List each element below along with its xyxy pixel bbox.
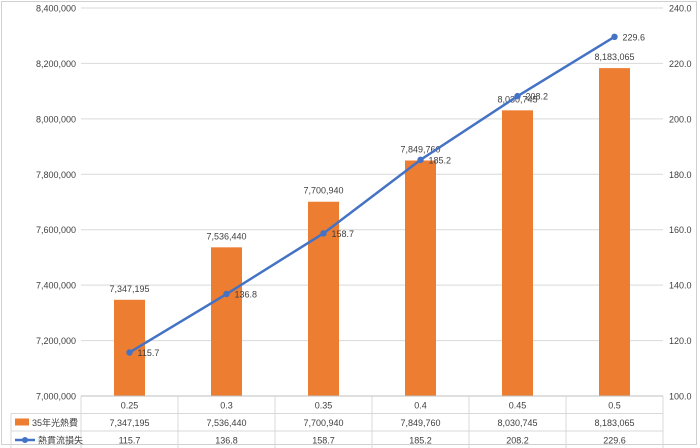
y-left-tick-label: 7,400,000 — [36, 281, 76, 291]
x-tick-label: 0.4 — [414, 401, 427, 411]
bar — [211, 247, 242, 396]
line-point — [126, 349, 133, 356]
line-data-label: 229.6 — [623, 32, 646, 42]
table-cell-line-value: 185.2 — [409, 436, 432, 446]
line-point — [320, 230, 327, 237]
table-cell-line-value: 229.6 — [603, 436, 626, 446]
y-right-tick-label: 220.0 — [669, 59, 692, 69]
table-cell-line-value: 136.8 — [215, 436, 238, 446]
bar — [502, 110, 533, 396]
bar-data-label: 7,849,760 — [400, 144, 440, 154]
bar-data-label: 7,536,440 — [206, 231, 246, 241]
y-left-tick-label: 8,400,000 — [36, 4, 76, 14]
y-left-tick-label: 7,800,000 — [36, 170, 76, 180]
bar-data-label: 8,183,065 — [594, 52, 634, 62]
line-point — [514, 92, 521, 100]
table-cell-line-value: 115.7 — [119, 436, 141, 446]
y-left-tick-label: 8,200,000 — [36, 59, 76, 69]
y-left-tick-label: 7,000,000 — [36, 392, 76, 402]
bar-data-label: 7,700,940 — [303, 186, 343, 196]
y-right-tick-label: 180.0 — [669, 170, 692, 180]
table-cell-line-value: 208.2 — [506, 436, 529, 446]
bar-data-label: 8,030,745 — [497, 94, 537, 104]
y-left-tick-label: 8,000,000 — [36, 114, 76, 124]
legend-key-marker — [22, 437, 28, 443]
table-cell-bar-value: 7,347,195 — [109, 418, 149, 428]
table-cell-bar-value: 8,030,745 — [497, 418, 537, 428]
y-left-tick-label: 7,600,000 — [36, 225, 76, 235]
y-right-tick-label: 240.0 — [669, 4, 692, 14]
table-cell-bar-value: 8,183,065 — [594, 418, 634, 428]
bar — [114, 299, 145, 396]
y-right-tick-label: 200.0 — [669, 114, 692, 124]
x-tick-label: 0.45 — [509, 401, 527, 411]
legend-label-bar: 35年光熱費 — [32, 417, 78, 428]
line-data-label: 185.2 — [429, 155, 452, 165]
table-cell-line-value: 158.7 — [312, 436, 335, 446]
x-tick-label: 0.35 — [315, 401, 333, 411]
legend-label-line: 熱貫流損失 — [38, 435, 83, 446]
y-right-tick-label: 160.0 — [669, 225, 692, 235]
line-series — [128, 35, 616, 354]
legend-key-bar — [15, 418, 29, 426]
y-right-tick-label: 140.0 — [669, 281, 692, 291]
line-data-label: 208.2 — [526, 92, 549, 102]
x-tick-label: 0.5 — [608, 401, 621, 411]
x-tick-label: 0.3 — [220, 401, 233, 411]
line-data-label: 136.8 — [235, 290, 258, 300]
table-cell-bar-value: 7,536,440 — [206, 418, 246, 428]
bar-data-label: 7,347,195 — [109, 284, 149, 294]
table-cell-bar-value: 7,849,760 — [400, 418, 440, 428]
line-point — [417, 156, 424, 164]
line-data-label: 158.7 — [332, 229, 355, 239]
bar — [599, 68, 630, 397]
y-left-tick-label: 7,200,000 — [36, 336, 76, 346]
y-right-tick-label: 120.0 — [669, 336, 692, 346]
line-data-label: 115.7 — [138, 348, 160, 358]
y-right-tick-label: 100.0 — [669, 392, 692, 402]
x-tick-label: 0.25 — [121, 401, 139, 411]
line-point — [223, 290, 230, 298]
line-point — [611, 33, 618, 41]
table-cell-bar-value: 7,700,940 — [303, 418, 343, 428]
bar — [405, 160, 436, 396]
